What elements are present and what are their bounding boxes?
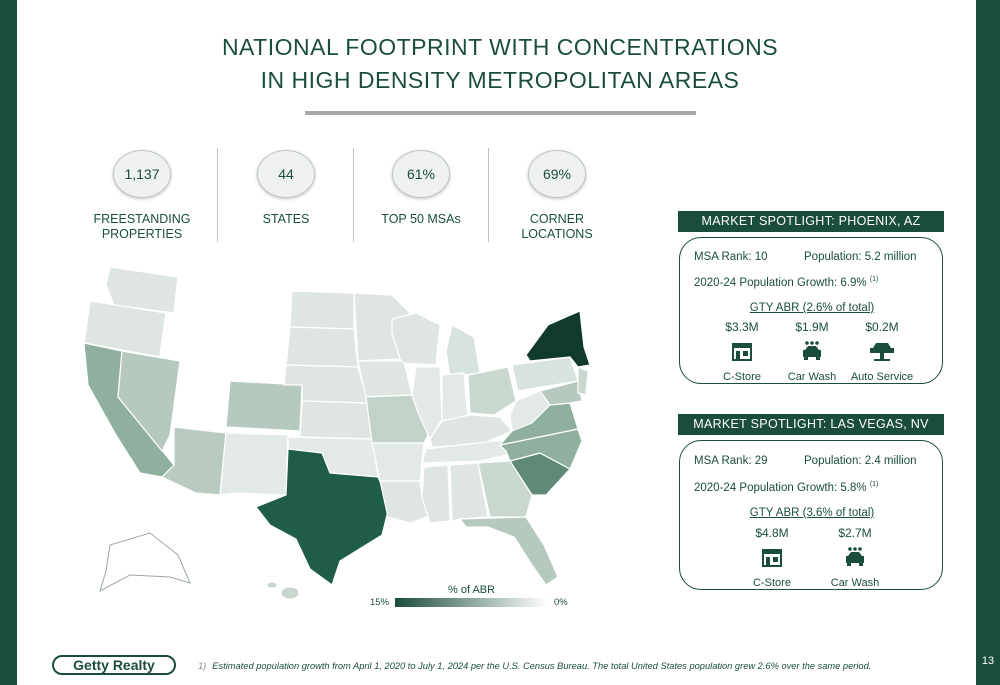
abr-value: $0.2M [865,320,899,334]
state-nc [499,428,583,470]
page-title-line-2: IN HIGH DENSITY METROPOLITAN AREAS [260,67,740,93]
stat-label: FREESTANDING PROPERTIES [93,212,191,241]
state-nd [289,290,355,330]
stat-value-circle: 1,137 [113,150,171,198]
lasvegas-abr-carwash: $2.7M Car Wash [815,526,895,589]
stat-divider [217,148,218,242]
car-wash-icon [846,547,864,566]
state-nm [219,432,289,496]
left-accent-bar [0,0,17,685]
state-mo [365,394,431,444]
footnote-text: Estimated population growth from April 1… [212,661,872,671]
us-abr-map [83,266,590,600]
company-logo: Getty Realty [52,655,176,675]
state-wi [391,312,441,366]
state-hi [280,586,300,600]
abr-value: $3.3M [725,320,759,334]
stat-label: TOP 50 MSAs [381,212,461,226]
phoenix-abr-cstore: $3.3M C-Store [702,320,782,383]
page-title-line-1: NATIONAL FOOTPRINT WITH CONCENTRATIONS [221,34,779,60]
state-nv [117,350,181,452]
phoenix-card: MSA Rank: 10 Population: 5.2 million 202… [679,237,943,384]
state-md [539,380,583,406]
phoenix-growth-text: 2020-24 Population Growth: 6.9% [694,276,867,289]
lasvegas-abr-title: GTY ABR (3.6% of total) [749,507,875,519]
state-mi [445,324,481,378]
phoenix-header: MARKET SPOTLIGHT: PHOENIX, AZ [678,211,944,232]
phoenix-abr-autoservice: $0.2M Auto Service [842,320,922,383]
state-tx [255,448,391,586]
auto-service-icon [870,343,894,361]
legend-low-label: 0% [554,597,568,608]
phoenix-msa-rank: MSA Rank: 10 [694,251,768,263]
state-ar [371,442,425,482]
state-ak [99,532,191,593]
footnote: 1) Estimated population growth from April… [198,661,871,671]
phoenix-abr-carwash: $1.9M Car Wash [772,320,852,383]
lasvegas-abr-cstore: $4.8M C-Store [732,526,812,589]
state-az [161,426,227,496]
abr-label: Auto Service [850,371,914,383]
state-sd [285,326,359,368]
legend-title: % of ABR [448,584,496,596]
state-co [225,380,303,432]
phoenix-population: Population: 5.2 million [804,251,917,263]
lasvegas-growth: 2020-24 Population Growth: 5.8% (1) [694,481,878,494]
state-oh [467,366,517,416]
state-nj [577,366,589,396]
footnote-ref: (1) [869,276,879,283]
phoenix-growth: 2020-24 Population Growth: 6.9% (1) [694,276,878,289]
abr-value: $1.9M [795,320,829,334]
car-wash-icon [803,341,821,360]
abr-label: Car Wash [787,371,837,383]
stat-corner: 69% CORNER LOCATIONS [497,150,617,242]
title-divider [305,111,696,115]
abr-label: Car Wash [830,577,880,589]
store-icon [732,343,752,361]
lasvegas-growth-text: 2020-24 Population Growth: 5.8% [694,481,867,494]
abr-label: C-Store [723,371,761,383]
lasvegas-card: MSA Rank: 29 Population: 2.4 million 202… [679,440,943,590]
legend-gradient [395,598,547,607]
lasvegas-header: MARKET SPOTLIGHT: LAS VEGAS, NV [678,414,944,435]
stat-label: CORNER LOCATIONS [521,212,593,241]
stat-states: 44 STATES [226,150,346,227]
state-fl [459,516,559,586]
lasvegas-population: Population: 2.4 million [804,455,917,467]
state-mt [189,278,293,340]
stat-value-circle: 61% [392,150,450,198]
state-ny [525,310,590,368]
stat-value-circle: 69% [528,150,586,198]
store-icon [762,549,782,567]
abr-label: C-Store [753,577,791,589]
abr-value: $4.8M [755,526,789,540]
state-tn [421,438,525,464]
stat-value-circle: 44 [257,150,315,198]
phoenix-abr-title: GTY ABR (2.6% of total) [749,302,875,314]
stat-properties: 1,137 FREESTANDING PROPERTIES [82,150,202,242]
abr-value: $2.7M [838,526,872,540]
stat-divider [353,148,354,242]
lasvegas-msa-rank: MSA Rank: 29 [694,455,768,467]
state-in [441,372,469,422]
state-ks [299,400,373,440]
footnote-ref: (1) [869,481,879,488]
state-ms [421,464,451,524]
right-accent-bar: 13 [976,0,1000,685]
state-hi-islands [266,581,278,589]
state-wy [213,332,289,386]
state-ia [357,360,413,398]
state-ky [429,414,513,448]
stat-top-msas: 61% TOP 50 MSAs [361,150,481,227]
stat-divider [488,148,489,242]
stat-label: STATES [262,212,310,226]
page-number: 13 [981,655,995,667]
footnote-number: 1) [198,661,207,671]
legend-high-label: 15% [370,597,390,608]
